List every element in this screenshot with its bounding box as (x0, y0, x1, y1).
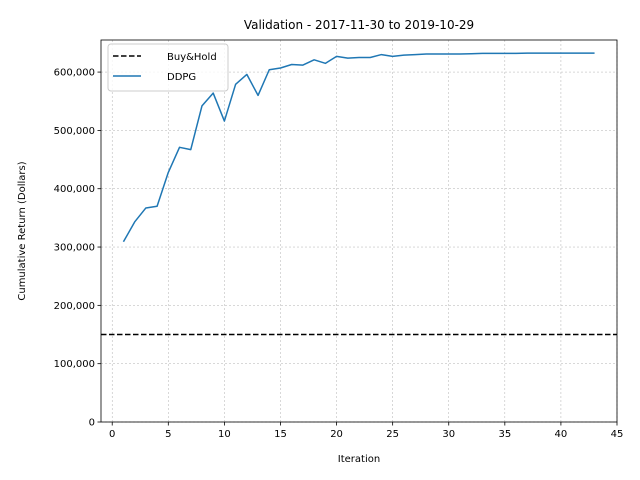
x-axis-title: Iteration (338, 454, 380, 465)
x-tick-label: 15 (274, 429, 287, 440)
y-tick-label: 500,000 (54, 126, 95, 137)
y-tick-label: 0 (89, 418, 95, 429)
x-tick-label: 40 (555, 429, 568, 440)
plot-frame (100, 39, 618, 423)
x-tick-label: 30 (442, 429, 455, 440)
y-tick-label: 100,000 (54, 359, 95, 370)
y-axis-title: Cumulative Return (Dollars) (17, 161, 28, 300)
legend-label-ddpg: DDPG (167, 72, 196, 83)
series-line-ddpg (122, 52, 595, 243)
y-tick-label: 400,000 (54, 184, 95, 195)
x-tick-label: 35 (498, 429, 511, 440)
legend: Buy&Hold DDPG (107, 43, 229, 92)
x-tick-label: 25 (386, 429, 399, 440)
x-tick-label: 20 (330, 429, 343, 440)
y-tick-label: 200,000 (54, 301, 95, 312)
x-tick-label: 5 (165, 429, 171, 440)
legend-label-buy-hold: Buy&Hold (167, 52, 217, 63)
y-tick-label: 300,000 (54, 243, 95, 254)
x-tick-label: 45 (611, 429, 624, 440)
x-tick-label: 10 (218, 429, 231, 440)
y-tick-label: 600,000 (54, 68, 95, 79)
axis-ticks: 0 5 10 15 20 25 30 35 40 45 0 100,000 200,000 300,000… (54, 68, 624, 440)
plot-series (101, 52, 617, 336)
chart-title: Validation - 2017-11-30 to 2019-10-29 (244, 18, 474, 32)
x-tick-label: 0 (109, 429, 115, 440)
